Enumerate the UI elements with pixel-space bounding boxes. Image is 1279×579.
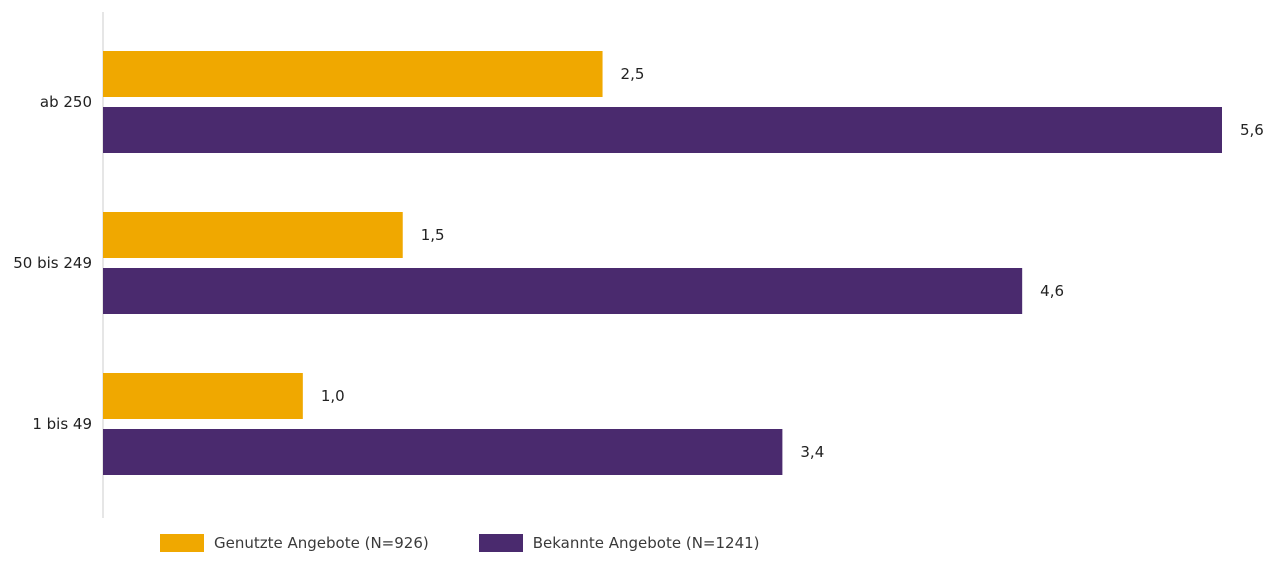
legend-label-bekannte: Bekannte Angebote (N=1241): [532, 534, 760, 552]
bar-genutzte-1-bis-49: [103, 373, 303, 419]
data-label-bekannte-1-bis-49: 3,4: [800, 443, 824, 461]
legend: Genutzte Angebote (N=926) Bekannte Angeb…: [160, 530, 760, 556]
legend-swatch-genutzte: [160, 534, 204, 552]
legend-item-genutzte: Genutzte Angebote (N=926): [160, 534, 429, 552]
bar-genutzte-ab-250: [103, 51, 603, 97]
data-label-genutzte-50-bis-249: 1,5: [421, 226, 445, 244]
legend-swatch-bekannte: [478, 534, 523, 552]
data-label-genutzte-ab-250: 2,5: [621, 65, 645, 83]
data-label-genutzte-1-bis-49: 1,0: [321, 387, 345, 405]
bar-bekannte-1-bis-49: [103, 429, 783, 475]
bar-bekannte-50-bis-249: [103, 268, 1023, 314]
bar-genutzte-50-bis-249: [103, 212, 403, 258]
data-label-bekannte-50-bis-249: 4,6: [1040, 282, 1064, 300]
data-label-bekannte-ab-250: 5,6: [1240, 121, 1264, 139]
legend-item-bekannte: Bekannte Angebote (N=1241): [478, 534, 760, 552]
category-label-1-bis-49: 1 bis 49: [32, 415, 92, 433]
legend-label-genutzte: Genutzte Angebote (N=926): [214, 534, 429, 552]
category-label-ab-250: ab 250: [40, 93, 92, 111]
category-label-50-bis-249: 50 bis 249: [13, 254, 92, 272]
bar-bekannte-ab-250: [103, 107, 1222, 153]
